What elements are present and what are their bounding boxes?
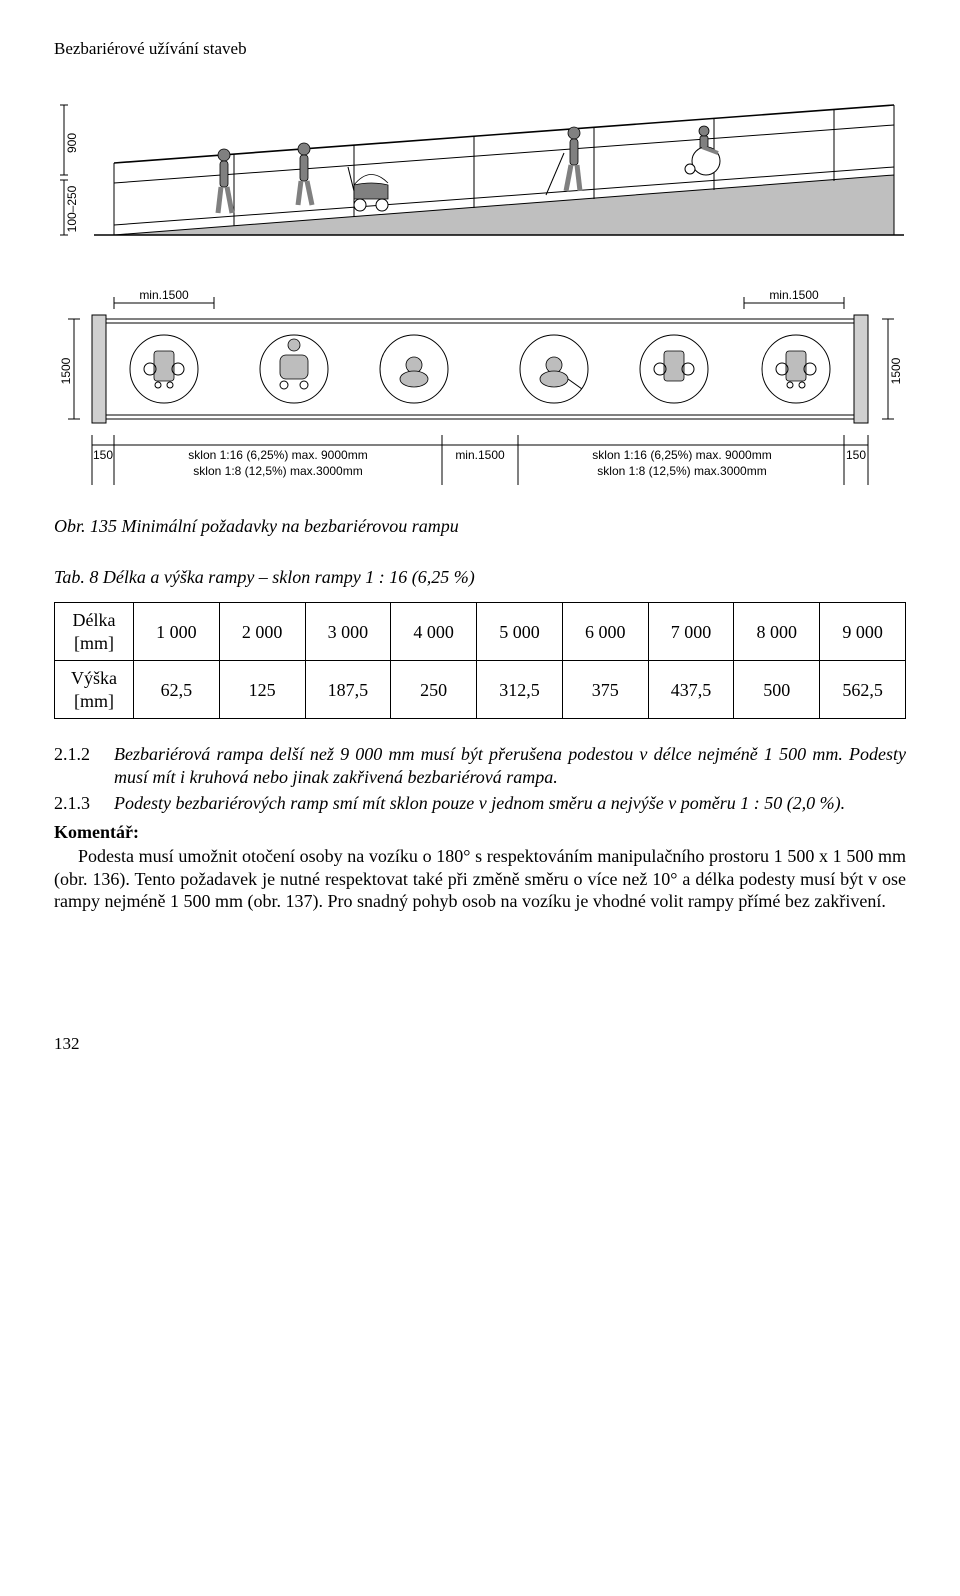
table-title: Tab. 8 Délka a výška rampy – sklon rampy…	[54, 566, 906, 589]
cell: 62,5	[134, 661, 220, 719]
figure-caption-text: Minimální požadavky na bezbariérovou ram…	[122, 516, 459, 536]
slope-right-line1: sklon 1:16 (6,25%) max. 9000mm	[592, 448, 771, 462]
commentary-body: Podesta musí umožnit otočení osoby na vo…	[54, 845, 906, 913]
cell: 6 000	[562, 603, 648, 661]
plan-user-icons	[130, 335, 830, 403]
cell: 312,5	[477, 661, 563, 719]
dim-end-right: 150	[846, 448, 866, 462]
figure-caption: Obr. 135 Minimální požadavky na bezbarié…	[54, 515, 906, 538]
clause-text: Podesty bezbariérových ramp smí mít sklo…	[114, 792, 906, 815]
slope-right-line2: sklon 1:8 (12,5%) max.3000mm	[597, 464, 766, 478]
ramp-elevation-svg: 900 100–250	[54, 85, 906, 265]
commentary-heading: Komentář:	[54, 821, 906, 844]
row-header-height: Výška [mm]	[55, 661, 134, 719]
label-landing-right: min.1500	[769, 288, 819, 302]
dim-mid-landing: min.1500	[455, 448, 505, 462]
dim-end-left: 150	[93, 448, 113, 462]
table-row-height: Výška [mm] 62,5 125 187,5 250 312,5 375 …	[55, 661, 906, 719]
figure-caption-prefix: Obr. 135	[54, 516, 117, 536]
page-number: 132	[54, 1033, 906, 1054]
dim-width-left: 1500	[59, 358, 73, 385]
cell: 3 000	[305, 603, 391, 661]
clause-number: 2.1.2	[54, 743, 114, 788]
cell: 187,5	[305, 661, 391, 719]
dim-handrail-height: 900	[65, 133, 79, 153]
row-header-length: Délka [mm]	[55, 603, 134, 661]
cell: 375	[562, 661, 648, 719]
clause: 2.1.3 Podesty bezbariérových ramp smí mí…	[54, 792, 906, 815]
slope-left-line1: sklon 1:16 (6,25%) max. 9000mm	[188, 448, 367, 462]
cell: 562,5	[820, 661, 906, 719]
dim-kerb-height: 100–250	[65, 186, 79, 233]
plan-corridor	[92, 319, 868, 419]
cell: 5 000	[477, 603, 563, 661]
label-landing-left: min.1500	[139, 288, 189, 302]
cell: 7 000	[648, 603, 734, 661]
cell: 125	[219, 661, 305, 719]
table-title-text: Délka a výška rampy – sklon rampy 1 : 16…	[103, 567, 475, 587]
clause: 2.1.2 Bezbariérová rampa delší než 9 000…	[54, 743, 906, 788]
dim-width-right: 1500	[889, 358, 903, 385]
figure-plan-view: min.1500 min.1500 1500 1500	[54, 285, 906, 495]
cell: 8 000	[734, 603, 820, 661]
cell: 250	[391, 661, 477, 719]
table-title-prefix: Tab. 8	[54, 567, 98, 587]
ramp-dimensions-table: Délka [mm] 1 000 2 000 3 000 4 000 5 000…	[54, 602, 906, 719]
clause-text: Bezbariérová rampa delší než 9 000 mm mu…	[114, 743, 906, 788]
clause-number: 2.1.3	[54, 792, 114, 815]
ramp-plan-svg: min.1500 min.1500 1500 1500	[54, 285, 906, 495]
figure-side-elevation: 900 100–250	[54, 85, 906, 265]
running-header: Bezbariérové užívání staveb	[54, 38, 906, 59]
slope-left-line2: sklon 1:8 (12,5%) max.3000mm	[193, 464, 362, 478]
numbered-clauses: 2.1.2 Bezbariérová rampa delší než 9 000…	[54, 743, 906, 913]
table-row-length: Délka [mm] 1 000 2 000 3 000 4 000 5 000…	[55, 603, 906, 661]
cell: 500	[734, 661, 820, 719]
cell: 2 000	[219, 603, 305, 661]
cell: 4 000	[391, 603, 477, 661]
cell: 437,5	[648, 661, 734, 719]
cell: 9 000	[820, 603, 906, 661]
cell: 1 000	[134, 603, 220, 661]
